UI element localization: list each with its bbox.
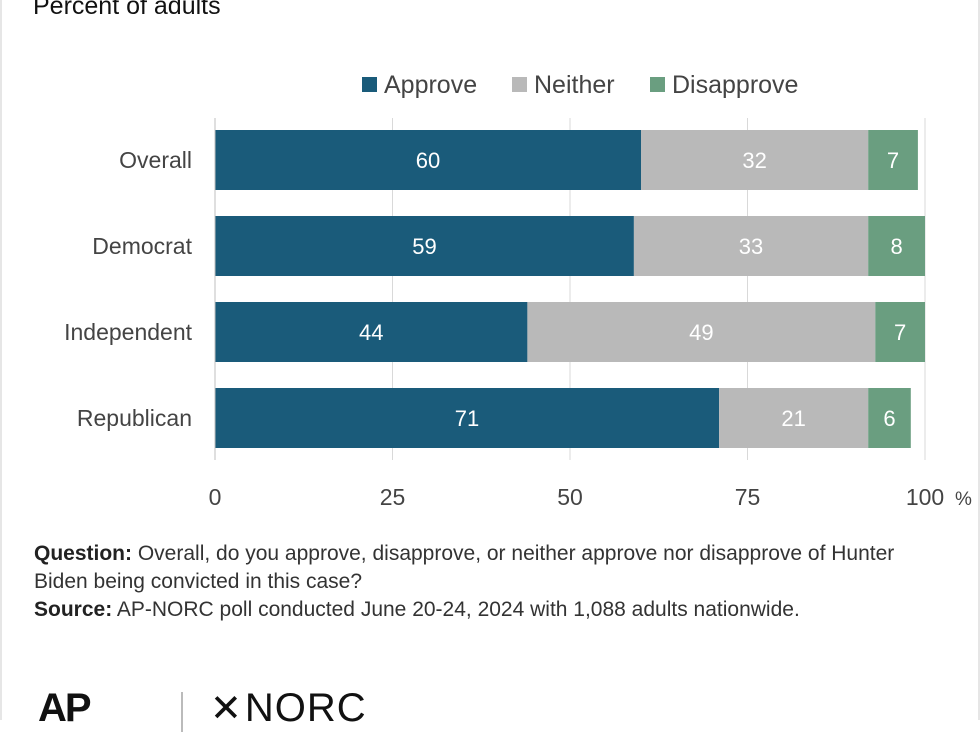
bar-disapprove — [868, 216, 925, 276]
legend-swatch-approve — [362, 77, 377, 92]
x-tick-label: 100 — [906, 484, 944, 510]
bar-approve — [215, 302, 528, 362]
bar-disapprove — [868, 388, 911, 448]
question-label: Question: — [34, 542, 132, 565]
x-tick-label: 75 — [735, 484, 761, 510]
bar-disapprove — [875, 302, 925, 362]
category-label: Republican — [77, 405, 192, 431]
logo-divider — [181, 692, 183, 732]
source-text: AP-NORC poll conducted June 20-24, 2024 … — [116, 598, 800, 621]
bar-neither — [633, 216, 869, 276]
frame-right-edge — [978, 0, 980, 720]
data-label: 7 — [887, 148, 899, 173]
data-label: 21 — [781, 406, 805, 431]
legend-label-neither: Neither — [534, 71, 615, 99]
ap-logo: AP — [38, 686, 92, 730]
data-label: 32 — [742, 148, 766, 173]
norc-mark-icon: ✕ — [210, 688, 243, 730]
chart-subtitle: Percent of adults — [33, 0, 221, 20]
bar-approve — [215, 130, 641, 190]
data-label: 71 — [455, 406, 479, 431]
data-label: 44 — [359, 320, 383, 345]
x-tick-label: 0 — [209, 484, 222, 510]
data-label: 8 — [890, 234, 902, 259]
data-label: 6 — [883, 406, 895, 431]
bar-neither — [641, 130, 869, 190]
norc-logo: ✕NORC — [210, 686, 367, 731]
question-text: Overall, do you approve, disapprove, or … — [34, 542, 895, 593]
bar-neither — [527, 302, 876, 362]
frame-left-edge — [0, 0, 2, 720]
source-label: Source: — [34, 598, 113, 621]
legend-swatch-neither — [512, 77, 527, 92]
data-label: 49 — [689, 320, 713, 345]
category-label: Independent — [64, 319, 193, 345]
bar-approve — [215, 388, 720, 448]
legend-label-approve: Approve — [384, 71, 477, 99]
bar-disapprove — [868, 130, 918, 190]
data-label: 60 — [416, 148, 440, 173]
category-label: Overall — [119, 147, 192, 173]
x-tick-label: 25 — [380, 484, 406, 510]
source-note: Source: AP-NORC poll conducted June 20-2… — [34, 596, 934, 624]
data-label: 59 — [412, 234, 436, 259]
legend-label-disapprove: Disapprove — [672, 71, 798, 99]
data-label: 7 — [894, 320, 906, 345]
logo-bar: AP ✕NORC — [38, 686, 438, 732]
x-unit-label: % — [955, 489, 972, 510]
legend-swatch-disapprove — [650, 77, 665, 92]
bar-neither — [719, 388, 869, 448]
data-label: 33 — [739, 234, 763, 259]
category-label: Democrat — [92, 233, 192, 259]
chart-notes: Question: Overall, do you approve, disap… — [34, 540, 934, 624]
x-tick-label: 50 — [557, 484, 583, 510]
norc-wordmark: NORC — [244, 686, 367, 730]
question-note: Question: Overall, do you approve, disap… — [34, 540, 934, 596]
bar-approve — [215, 216, 634, 276]
